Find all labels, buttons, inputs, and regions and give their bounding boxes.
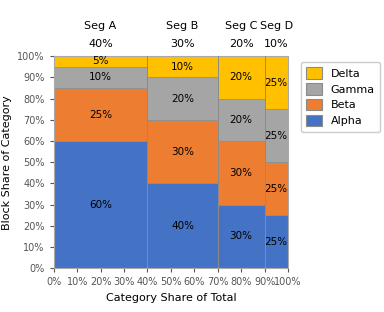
Bar	[265, 215, 288, 268]
Text: 10%: 10%	[89, 72, 112, 82]
Bar	[147, 56, 218, 77]
Text: Seg C: Seg C	[225, 21, 257, 31]
Text: 5%: 5%	[93, 56, 109, 66]
Text: 20%: 20%	[230, 72, 253, 82]
Text: 20%: 20%	[229, 39, 253, 49]
Text: Seg B: Seg B	[167, 21, 199, 31]
Text: 10%: 10%	[264, 39, 289, 49]
Bar	[218, 141, 265, 205]
Bar	[218, 205, 265, 268]
Bar	[147, 77, 218, 120]
Bar	[265, 109, 288, 162]
Bar	[54, 56, 147, 67]
Text: 30%: 30%	[230, 168, 253, 178]
Text: 60%: 60%	[89, 200, 112, 210]
Bar	[218, 99, 265, 141]
Text: 25%: 25%	[265, 184, 288, 194]
Bar	[54, 141, 147, 268]
Text: 25%: 25%	[265, 131, 288, 141]
Text: 30%: 30%	[230, 232, 253, 241]
Bar	[54, 88, 147, 141]
Bar	[147, 120, 218, 183]
Legend: Delta, Gamma, Beta, Alpha: Delta, Gamma, Beta, Alpha	[301, 62, 380, 132]
X-axis label: Category Share of Total: Category Share of Total	[106, 293, 236, 303]
Bar	[147, 183, 218, 268]
Text: 25%: 25%	[89, 110, 112, 119]
Text: 30%: 30%	[171, 147, 194, 157]
Text: Seg D: Seg D	[260, 21, 293, 31]
Y-axis label: Block Share of Category: Block Share of Category	[2, 95, 12, 230]
Text: 25%: 25%	[265, 78, 288, 88]
Text: 30%: 30%	[170, 39, 195, 49]
Text: 25%: 25%	[265, 237, 288, 247]
Bar	[265, 56, 288, 109]
Bar	[265, 162, 288, 215]
Text: 10%: 10%	[171, 62, 194, 72]
Bar	[218, 56, 265, 99]
Text: 20%: 20%	[230, 115, 253, 125]
Text: 40%: 40%	[171, 221, 194, 231]
Text: 20%: 20%	[171, 94, 194, 104]
Text: 40%: 40%	[88, 39, 113, 49]
Bar	[54, 67, 147, 88]
Text: Seg A: Seg A	[84, 21, 117, 31]
